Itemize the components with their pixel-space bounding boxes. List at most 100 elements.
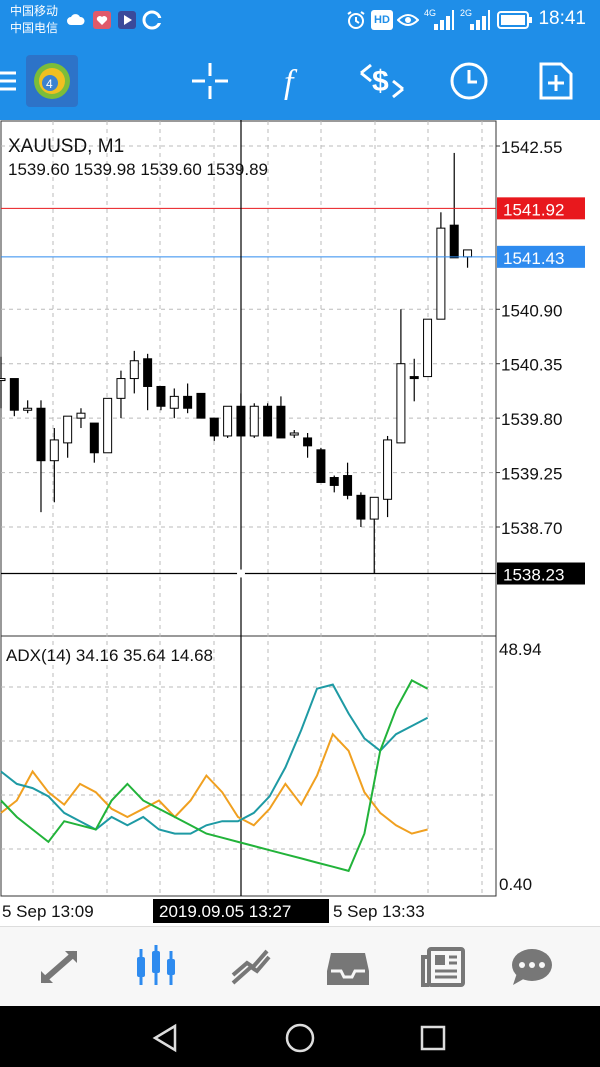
signal-strength-icon-1 (434, 10, 454, 30)
network-type-2: 2G (460, 8, 473, 18)
quotes-arrows-icon (41, 950, 77, 984)
candle-bearish (263, 405, 273, 437)
candle-bullish (396, 363, 406, 444)
chart-area[interactable]: XAUUSD, M1 1539.60 1539.98 1539.60 1539.… (0, 120, 600, 926)
crosshair-center (237, 569, 245, 578)
candle-bearish (343, 475, 353, 496)
candle-bullish (49, 439, 59, 462)
recents-button[interactable] (413, 1018, 453, 1058)
adx-scale-min: 0.40 (499, 875, 532, 894)
recents-square-icon (420, 1025, 446, 1051)
chart-toolbar: 4 f $ (0, 42, 600, 120)
adx-main-line (0, 679, 429, 873)
candle-bullish (383, 439, 393, 500)
battery-icon (497, 11, 532, 29)
svg-text:4: 4 (46, 77, 53, 91)
adx-minus-di-line (0, 732, 428, 835)
candle-bearish (316, 449, 326, 483)
candle-bearish (183, 395, 193, 409)
candle-bearish (329, 477, 339, 486)
nav-quotes[interactable] (32, 941, 88, 993)
candle-bearish (409, 376, 419, 380)
candle-bullish (169, 395, 179, 409)
candlestick-chart-icon (137, 945, 175, 985)
time-label-left: 5 Sep 13:09 (2, 902, 94, 921)
carrier-info: 中国移动 中国电信 (10, 3, 58, 37)
price-tick-label: 1540.35 (501, 356, 562, 375)
adx-scale-max: 48.94 (499, 640, 542, 659)
candle-bullish (23, 407, 33, 411)
chart-frame (0, 120, 497, 897)
time-label-right: 5 Sep 13:33 (333, 902, 425, 921)
carrier-2-label: 中国电信 (10, 21, 59, 35)
home-button[interactable] (280, 1018, 320, 1058)
timeframe-button[interactable] (443, 55, 495, 107)
svg-text:f: f (284, 64, 298, 101)
carrier-1-label: 中国移动 (10, 4, 59, 18)
video-notification-icon (118, 11, 136, 29)
network-type-1: 4G (424, 8, 437, 18)
back-triangle-icon (152, 1023, 177, 1053)
cloud-icon (67, 14, 85, 25)
price-tick-label: 1539.25 (501, 465, 562, 484)
hd-badge: HD (371, 10, 393, 30)
menu-button[interactable] (0, 55, 28, 107)
candle-bullish (423, 318, 433, 378)
price-tick-label: 1540.90 (501, 301, 562, 320)
status-bar: 中国移动 中国电信 HD 4G 2G 18:41 (0, 0, 600, 42)
indicator-f-icon: f (284, 64, 298, 101)
candle-bearish (209, 417, 219, 437)
svg-text:$: $ (372, 65, 389, 98)
crosshair-time-tag (153, 899, 329, 923)
candle-bullish (0, 378, 6, 382)
candle-bearish (9, 378, 19, 411)
price-tick-label: 1539.80 (501, 410, 562, 429)
bottom-navigation (0, 926, 600, 1007)
candle-bearish (196, 392, 206, 419)
signal-strength-icon-2 (470, 10, 490, 30)
candle-bullish (63, 415, 73, 444)
candle-bullish (223, 405, 233, 437)
candle-bearish (143, 358, 153, 387)
candle-bearish (89, 422, 99, 454)
candle-bearish (36, 407, 46, 462)
candle-bearish (156, 385, 166, 407)
candle-bullish (463, 249, 473, 258)
nav-history[interactable] (320, 941, 376, 993)
candle-bearish (303, 437, 313, 447)
back-button[interactable] (146, 1018, 186, 1058)
trade-button[interactable]: $ (356, 55, 408, 107)
symbol-label: XAUUSD, M1 (8, 136, 124, 157)
indicators-button[interactable]: f (268, 55, 320, 107)
trade-icon: $ (360, 63, 404, 99)
adx-label: ADX(14) 34.16 35.64 14.68 (6, 646, 213, 665)
candle-bullish (289, 432, 299, 436)
crosshair-price-tag-label: 1538.23 (503, 566, 564, 585)
nav-trade[interactable] (224, 941, 280, 993)
app-notification-icon (93, 11, 111, 29)
crosshair-button[interactable] (184, 55, 236, 107)
clock-icon (450, 62, 488, 100)
bid-price-tag-label: 1541.43 (503, 249, 564, 268)
system-navigation-bar (0, 1006, 600, 1067)
eye-comfort-icon (397, 14, 419, 26)
crosshair-time-label: 2019.09.05 13:27 (159, 902, 291, 921)
trade-trend-icon (231, 949, 271, 985)
nav-news[interactable] (416, 941, 472, 993)
candle-bullish (436, 227, 446, 320)
app-logo-button[interactable]: 4 (26, 55, 78, 107)
candle-bullish (369, 496, 379, 520)
bid-price-tag: 1541.43 (497, 245, 585, 268)
add-template-button[interactable] (530, 55, 582, 107)
nav-chat[interactable] (504, 941, 560, 993)
ohlc-label: 1539.60 1539.98 1539.60 1539.89 (8, 160, 268, 179)
app-logo-icon: 4 (26, 55, 78, 107)
alarm-icon (347, 11, 365, 29)
clock-time: 18:41 (538, 8, 586, 29)
add-template-icon (539, 62, 573, 100)
candle-bullish (249, 405, 259, 437)
nav-chart[interactable] (128, 941, 184, 993)
candle-bullish (116, 378, 126, 399)
chart-canvas[interactable]: XAUUSD, M1 1539.60 1539.98 1539.60 1539.… (0, 120, 600, 926)
ask-price-tag-label: 1541.92 (503, 200, 564, 219)
